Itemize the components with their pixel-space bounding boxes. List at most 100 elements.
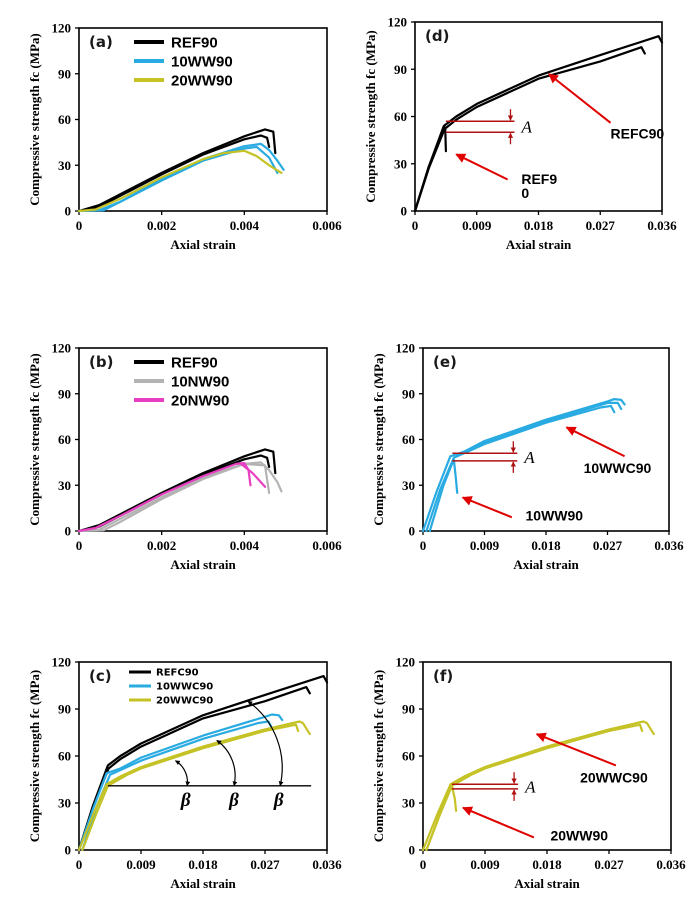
y-tick-label: 90 (402, 702, 415, 717)
series-line-20wwc90 (77, 720, 311, 852)
panel-b: 0 30 60 90 120 0 0.002 0.004 0.006 Axial strain Co… (27, 341, 342, 573)
y-tick-label: 120 (52, 655, 72, 670)
panel-label: (a) (89, 33, 113, 51)
y-tick-label: 60 (394, 109, 407, 124)
panel-label: (d) (425, 27, 449, 45)
legend-entry: 20WWC90 (156, 696, 213, 707)
x-tick-label: 0.009 (126, 857, 156, 872)
x-tick-label: 0.004 (230, 218, 260, 233)
legend-entry: REF90 (171, 35, 218, 52)
series-line-10wwc90 (421, 398, 626, 533)
y-axis-label: Compressive strength fc (MPa) (27, 33, 42, 205)
x-tick-label: 0.006 (312, 538, 342, 553)
y-tick-label: 30 (402, 796, 415, 811)
y-tick-label: 120 (396, 341, 416, 356)
y-axis-label: Compressive strength fc (MPa) (371, 353, 386, 525)
y-tick-label: 120 (52, 341, 72, 356)
x-tick-label: 0.018 (531, 538, 561, 553)
y-tick-label: 120 (396, 655, 416, 670)
x-tick-label: 0.018 (532, 857, 562, 872)
y-tick-label: 120 (52, 21, 72, 36)
y-tick-label: 30 (402, 478, 415, 493)
x-axis-label: Axial strain (514, 876, 580, 891)
y-tick-label: 30 (58, 796, 71, 811)
y-tick-label: 90 (58, 66, 71, 81)
y-tick-label: 0 (65, 843, 72, 858)
legend-entry: 20NW90 (171, 393, 229, 410)
legend-entry: 20WW90 (171, 73, 233, 90)
curve-annotation-label: 20WW90 (550, 828, 608, 844)
curve-annotation-label: 20WWC90 (580, 770, 648, 786)
series-line-ref90 (77, 134, 271, 213)
beta-label: β (273, 790, 284, 811)
series-line-20ww90 (425, 784, 458, 852)
series-line-ref90 (413, 126, 447, 213)
panel-a: 0 30 60 90 120 0 0.002 0.004 0.006 Axial strain Co… (27, 21, 342, 253)
legend-entry: REF90 (171, 355, 218, 372)
x-axis-label: Axial strain (170, 237, 236, 252)
curve-annotation-label: 10WWC90 (584, 460, 652, 476)
series-line-20ww90 (77, 149, 283, 213)
x-tick-label: 0.027 (593, 538, 623, 553)
x-tick-label: 0.018 (524, 218, 554, 233)
panel-label: (f) (433, 667, 453, 685)
y-tick-label: 60 (402, 432, 415, 447)
red-arrow (461, 496, 513, 519)
legend-entry: REFC90 (156, 668, 199, 679)
a-marker-label: A (524, 778, 536, 797)
x-tick-label: 0 (76, 218, 83, 233)
panel-e: 0 30 60 90 120 0 0.009 0.018 0.027 0.036 Axial str… (371, 341, 684, 573)
x-tick-label: 0.027 (250, 857, 280, 872)
x-tick-label: 0.027 (594, 857, 624, 872)
y-tick-label: 0 (409, 524, 416, 539)
y-tick-label: 60 (58, 749, 71, 764)
beta-label: β (228, 790, 239, 811)
x-axis-label: Axial strain (170, 557, 236, 572)
angle-arc (175, 760, 191, 787)
y-axis-label: Compressive strength fc (MPa) (27, 670, 42, 842)
curve-annotation-label: REF9 (521, 171, 557, 187)
x-tick-label: 0 (420, 857, 427, 872)
y-tick-label: 30 (58, 478, 71, 493)
x-tick-label: 0.036 (312, 857, 342, 872)
red-arrow (535, 732, 617, 767)
x-tick-label: 0.009 (470, 857, 500, 872)
y-tick-label: 30 (58, 158, 71, 173)
y-tick-label: 0 (65, 204, 72, 219)
x-tick-label: 0.027 (586, 218, 616, 233)
series-line-10wwc90 (425, 404, 616, 533)
y-axis-label: Compressive strength fc (MPa) (371, 670, 386, 842)
x-tick-label: 0.036 (656, 857, 686, 872)
red-arrow (565, 426, 626, 458)
y-tick-label: 90 (58, 702, 71, 717)
x-axis-label: Axial strain (506, 237, 572, 252)
y-tick-label: 0 (401, 204, 408, 219)
x-tick-label: 0.002 (147, 218, 176, 233)
panel-f: 0 30 60 90 120 0 0.009 0.018 0.027 0.036 Axial str… (371, 655, 686, 892)
x-tick-label: 0.018 (188, 857, 218, 872)
y-tick-label: 0 (65, 524, 72, 539)
x-axis-label: Axial strain (513, 557, 579, 572)
curve-annotation-label: REFC90 (611, 126, 665, 142)
y-tick-label: 90 (394, 62, 407, 77)
panel-label: (b) (89, 353, 113, 371)
red-arrow (455, 153, 509, 181)
panel-label: (e) (433, 353, 457, 371)
a-marker-label: A (520, 118, 532, 137)
red-arrow (462, 806, 535, 839)
x-tick-label: 0.009 (470, 538, 500, 553)
red-arrow (548, 73, 612, 124)
x-tick-label: 0.036 (654, 538, 684, 553)
angle-arc (247, 700, 284, 787)
series-line-20wwc90 (421, 720, 655, 852)
angle-arc (216, 739, 238, 787)
y-tick-label: 120 (388, 15, 408, 30)
y-tick-label: 0 (409, 843, 416, 858)
plot-frame (422, 347, 670, 532)
a-marker-label: A (523, 448, 535, 467)
x-tick-label: 0.002 (147, 538, 176, 553)
curve-annotation-label: 10WW90 (526, 507, 584, 523)
series-line-refc90 (77, 686, 311, 852)
legend-entry: 10WW90 (171, 54, 233, 71)
